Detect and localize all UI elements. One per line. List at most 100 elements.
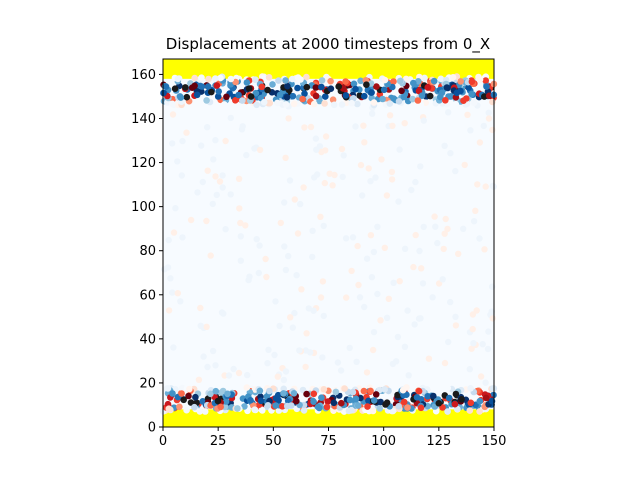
scatter-point [281,199,288,206]
scatter-point [481,93,488,100]
x-tick-label: 50 [265,434,282,449]
scatter-point [390,78,397,85]
x-tick-label: 75 [320,434,337,449]
scatter-point [467,385,474,392]
scatter-point [234,405,241,412]
scatter-point [227,75,235,83]
scatter-point [264,86,271,94]
scatter-point [404,307,411,314]
scatter-point [252,76,259,83]
scatter-point [210,156,217,163]
scatter-point [253,101,260,109]
scatter-point [415,387,423,395]
scatter-point [251,406,258,414]
scatter-point [472,207,479,214]
scatter-point [293,397,300,405]
scatter-point [346,396,354,404]
scatter-point [396,77,404,85]
scatter-point [386,112,394,119]
scatter-point [293,272,300,279]
scatter-point [363,255,371,262]
scatter-point [424,84,432,91]
scatter-point [183,129,190,136]
scatter-point [404,404,411,411]
scatter-point [204,83,212,90]
scatter-point [441,230,448,237]
scatter-point [182,84,189,91]
scatter-point [389,407,397,415]
y-tick-label: 80 [139,244,156,259]
scatter-point [398,87,405,95]
scatter-point [169,100,176,108]
scatter-point [285,252,292,260]
scatter-point [282,368,290,375]
scatter-point [348,267,355,275]
scatter-point [212,137,219,144]
scatter-point [369,346,377,354]
scatter-point [382,401,389,408]
y-tick-label: 40 [139,332,156,347]
scatter-point [322,133,330,140]
scatter-point [253,236,260,243]
scatter-point [399,386,407,394]
scatter-point [431,213,438,220]
scatter-point [374,223,381,230]
scatter-point [219,172,226,179]
scatter-point [307,349,314,356]
scatter-point [203,97,210,104]
scatter-point [479,341,486,348]
scatter-point [194,189,201,196]
scatter-point [281,243,288,250]
scatter-point [435,280,443,287]
scatter-point [269,81,276,88]
scatter-point [198,74,205,81]
scatter-point [323,403,331,411]
scatter-point [376,405,384,412]
scatter-point [460,97,467,104]
scatter-point [482,77,490,84]
scatter-point [489,385,497,392]
scatter-point [470,340,477,347]
scatter-point [367,387,374,395]
scatter-point [237,233,244,240]
scatter-point [213,191,220,199]
scatter-point [353,358,360,365]
y-tick-label: 140 [131,112,156,127]
scatter-point [216,178,224,185]
scatter-point [169,140,176,147]
scatter-point [360,387,368,395]
scatter-point [458,396,465,403]
scatter-point [213,82,221,89]
scatter-point [169,111,177,118]
scatter-point [244,371,251,379]
scatter-point [299,95,306,103]
scatter-point [247,93,255,100]
scatter-point [473,307,480,314]
scatter-point [207,252,214,259]
scatter-point [199,398,206,405]
scatter-point [327,85,335,92]
x-tick-label: 25 [210,434,227,449]
scatter-point [200,353,207,360]
scatter-point [317,213,324,220]
scatter-point [331,171,338,179]
scatter-point [199,178,206,186]
scatter-point [329,96,337,103]
scatter-point [177,298,184,305]
scatter-point [277,219,284,227]
scatter-point [378,156,385,163]
scatter-point [282,77,289,84]
scatter-point [302,363,309,371]
scatter-point [442,97,449,104]
scatter-point [282,154,289,161]
scatter-point [274,373,281,380]
scatter-point [357,77,364,85]
scatter-point [359,192,366,199]
scatter-point [301,90,308,97]
scatter-point [243,151,250,159]
scatter-point [437,75,445,83]
scatter-point [310,100,318,108]
scatter-point [485,328,492,335]
scatter-point [329,182,336,189]
